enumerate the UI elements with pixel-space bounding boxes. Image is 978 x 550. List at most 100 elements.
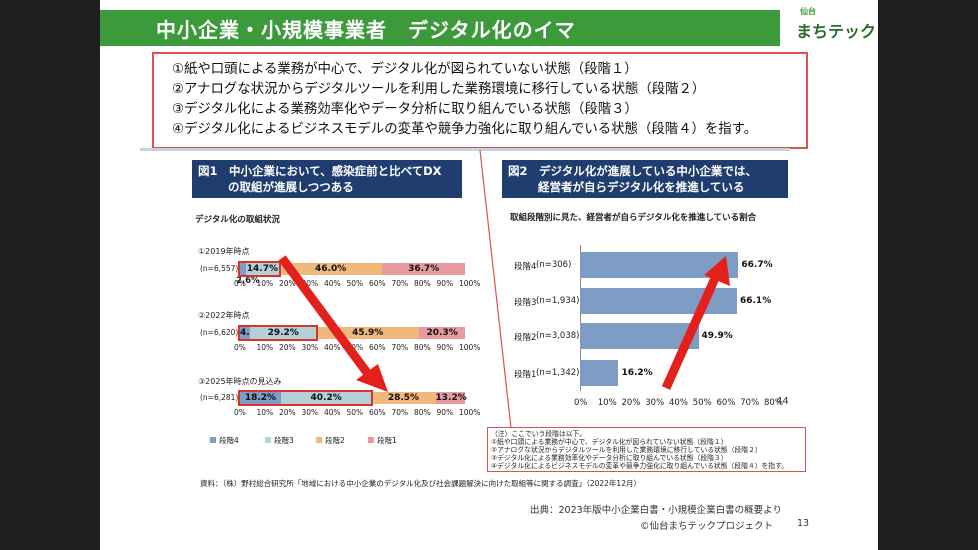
- fig1-tick-label: 30%: [301, 279, 319, 288]
- slide: 中小企業・小規模事業者 デジタル化のイマ 仙台 まちテック ①紙や口頭による業務…: [100, 0, 878, 550]
- fig1-header-line: 図1 中小企業において、感染症前と比べてDX: [198, 164, 442, 178]
- fig2-tick-label: 60%: [716, 398, 736, 408]
- fig2-bar-n: (n=1,934): [536, 296, 580, 306]
- fig2-header-line: 図2 デジタル化が進展している中小企業では、: [508, 164, 757, 178]
- fig1-tick-label: 90%: [436, 408, 454, 417]
- note-line: ④デジタル化によるビジネスモデルの変革や競争力強化に取り組んでいる状態（段階４）…: [491, 462, 788, 470]
- fig1-tick-label: 90%: [436, 279, 454, 288]
- fig1-tick-label: 80%: [414, 343, 431, 352]
- fig1-tick-label: 0%: [234, 279, 246, 288]
- logo-main-text: まちテック: [796, 22, 877, 41]
- fig1-tick-label: 70%: [391, 408, 409, 417]
- fig1-tick-label: 30%: [301, 343, 319, 352]
- fig1-row-n: (n=6,281): [200, 393, 239, 402]
- fig1-tick-label: 20%: [279, 408, 296, 417]
- definition-line: ①紙や口頭による業務が中心で、デジタル化が図られていない状態（段階１）: [172, 62, 638, 77]
- inner-page-number: 44: [776, 396, 789, 407]
- fig1-bar-s3: 14.7%: [245, 263, 279, 275]
- fig2-axis-line: [580, 245, 581, 391]
- fig2-tick-label: 20%: [621, 398, 641, 408]
- fig2-tick-label: 0%: [574, 398, 588, 408]
- fig1-tick-label: 10%: [256, 408, 274, 417]
- fig2-bar-n: (n=3,038): [536, 331, 580, 341]
- fig1-row-n: (n=6,557): [200, 264, 239, 273]
- fig1-tick-label: 30%: [301, 408, 319, 417]
- fig1-tick-label: 100%: [459, 408, 481, 417]
- fig2-bar-category: 段階4: [514, 262, 537, 272]
- fig1-header: 図1 中小企業において、感染症前と比べてDX の取組が進展しつつある: [192, 160, 462, 198]
- fig1-tick-label: 70%: [391, 279, 409, 288]
- fig2-bar-value: 16.2%: [621, 368, 653, 378]
- fig2-tick-label: 30%: [645, 398, 665, 408]
- fig1-bar-s4: [240, 263, 246, 275]
- definition-box: ①紙や口頭による業務が中心で、デジタル化が図られていない状態（段階１） ②アナロ…: [152, 52, 808, 149]
- fig1-tick-label: 40%: [324, 343, 341, 352]
- note-line: ①紙や口頭による業務が中心で、デジタル化が図られていない状態（段階１）: [491, 438, 728, 446]
- fig1-tick-label: 50%: [346, 408, 364, 417]
- fig1-tick-label: 60%: [369, 343, 386, 352]
- fig2-bar: [580, 360, 619, 386]
- title-bar: 中小企業・小規模事業者 デジタル化のイマ: [100, 10, 780, 46]
- fig2-bar: [580, 288, 737, 314]
- fig1-header-line: の取組が進展しつつある: [228, 180, 354, 194]
- fig1-tick-label: 100%: [459, 343, 481, 352]
- page-number: 13: [797, 518, 810, 529]
- fig1-bar-s2: 46.0%: [278, 263, 383, 275]
- fig2-bar-value: 66.7%: [741, 260, 773, 270]
- fig1-legend-swatch: [210, 437, 216, 443]
- fig1-tick-label: 50%: [346, 343, 364, 352]
- definition-line: ②アナログな状況からデジタルツールを利用した業務環境に移行している状態（段階２）: [172, 82, 706, 97]
- fig1-legend-label: 段階1: [377, 436, 397, 445]
- fig2-tick-label: 70%: [740, 398, 760, 408]
- fig2-subtitle: 取組段階別に見た、経営者が自らデジタル化を推進している割合: [510, 213, 757, 223]
- note-line: ②アナログな状況からデジタルツールを利用した業務環境に移行している状態（段階２）: [491, 446, 762, 454]
- fig2-bar-n: (n=306): [536, 260, 572, 270]
- fig1-tick-label: 80%: [414, 279, 431, 288]
- divider: [140, 148, 790, 151]
- fig1-legend-swatch: [368, 437, 374, 443]
- fig1-bar-label-s4: 2.6%: [236, 276, 260, 286]
- machitech-logo: 仙台 まちテック: [790, 6, 876, 44]
- fig1-highlight-2025: [238, 390, 374, 406]
- red-arrow-1-shaft: [278, 255, 372, 377]
- fig1-bar-s4: 18.2%: [240, 392, 281, 404]
- fig1-tick-label: 80%: [414, 408, 431, 417]
- fig2-bar-category: 段階2: [514, 333, 537, 343]
- fig1-row-n: (n=6,620): [200, 328, 239, 337]
- fig1-tick-label: 20%: [279, 279, 296, 288]
- fig1-row-label: ①2019年時点: [198, 247, 250, 256]
- fig1-tick-label: 70%: [391, 343, 409, 352]
- note-box: （注）ここでいう段階は以下。 ①紙や口頭による業務が中心で、デジタル化が図られて…: [487, 427, 806, 472]
- fig1-legend-swatch: [316, 437, 322, 443]
- fig2-bar: [580, 323, 699, 349]
- fig1-legend-label: 段階2: [325, 436, 345, 445]
- fig2-bar-category: 段階1: [514, 370, 537, 380]
- fig1-bar-s2: 45.9%: [316, 327, 420, 339]
- fig1-bar-s1: 20.3%: [419, 327, 465, 339]
- fig1-legend-label: 段階3: [274, 436, 294, 445]
- definition-line: ④デジタル化によるビジネスモデルの変革や競争力強化に取り組んでいる状態（段階４）…: [172, 122, 758, 137]
- fig2-tick-label: 10%: [597, 398, 617, 408]
- fig2-bar-category: 段階3: [514, 298, 537, 308]
- fig1-tick-label: 100%: [459, 279, 481, 288]
- source-citation: 出典：2023年版中小企業白書・小規模企業白書の概要より: [530, 505, 782, 516]
- fig2-tick-label: 50%: [692, 398, 712, 408]
- fig2-bar-value: 49.9%: [701, 331, 733, 341]
- red-arrow-1-head: [356, 364, 388, 392]
- fig1-tick-label: 0%: [234, 408, 246, 417]
- fig2-header-line: 経営者が自らデジタル化を推進している: [538, 180, 745, 194]
- source-note: 資料：（株）野村総合研究所「地域における中小企業のデジタル化及び社会課題解決に向…: [200, 479, 641, 488]
- fig2-tick-label: 40%: [669, 398, 688, 408]
- note-line: ③デジタル化による業務効率化やデータ分析に取り組んでいる状態（段階３）: [491, 454, 728, 462]
- fig1-row-label: ②2022年時点: [198, 311, 250, 320]
- fig1-tick-label: 60%: [369, 279, 386, 288]
- fig1-bar-s1: 36.7%: [382, 263, 465, 275]
- fig1-tick-label: 20%: [279, 343, 296, 352]
- fig1-bar-s3: 40.2%: [280, 392, 372, 404]
- fig1-tick-label: 50%: [346, 279, 364, 288]
- fig1-bar-s1: 13.2%: [435, 392, 467, 404]
- fig1-tick-label: 40%: [324, 408, 341, 417]
- fig1-tick-label: 60%: [369, 408, 386, 417]
- definition-line: ③デジタル化による業務効率化やデータ分析に取り組んでいる状態（段階３）: [172, 102, 638, 117]
- fig2-bar-value: 66.1%: [739, 296, 772, 306]
